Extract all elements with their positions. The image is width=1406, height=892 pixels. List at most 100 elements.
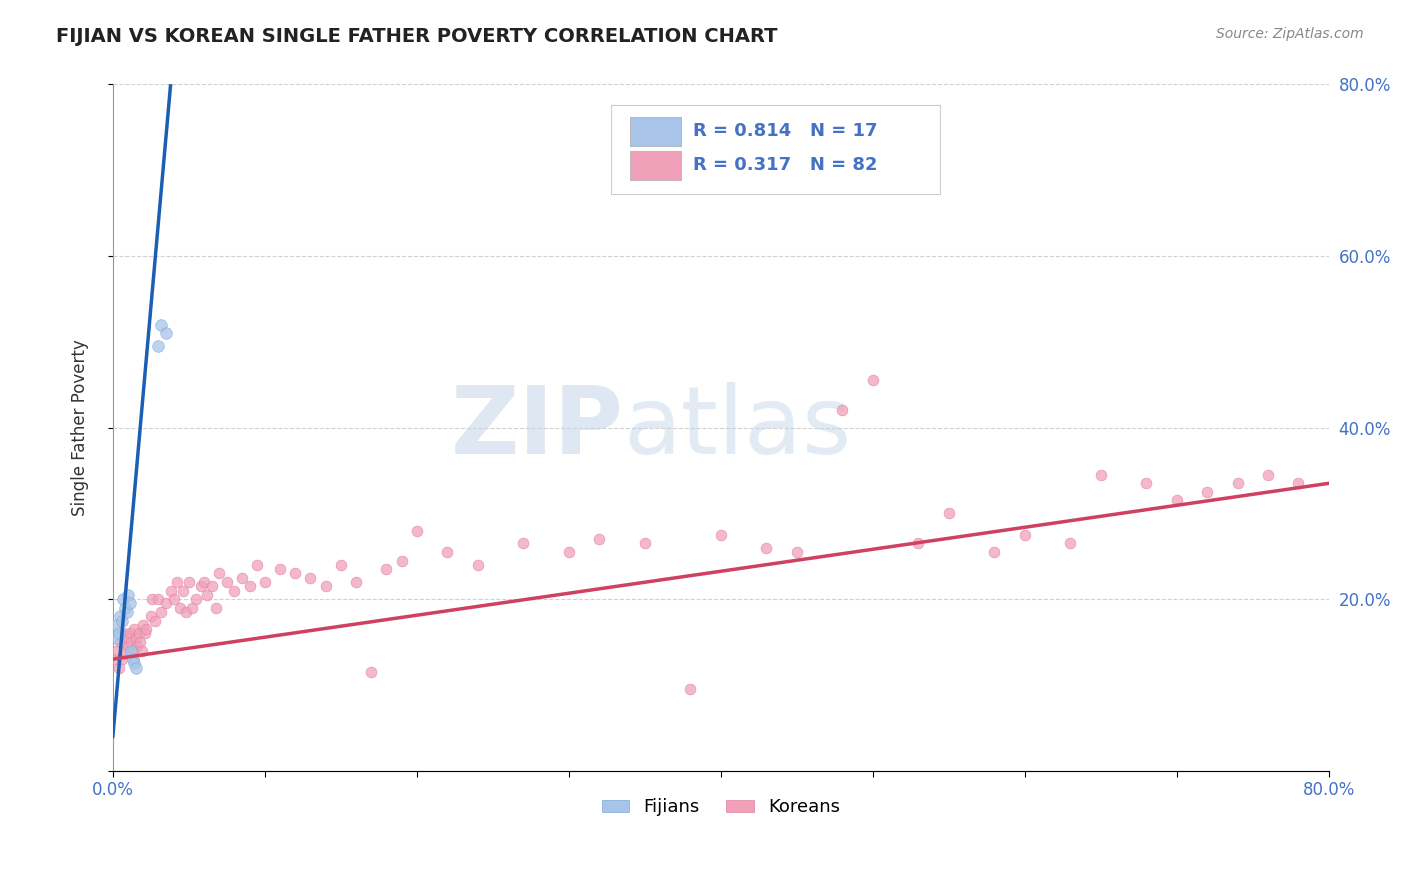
Point <box>172 583 194 598</box>
Point <box>299 571 322 585</box>
Text: FIJIAN VS KOREAN SINGLE FATHER POVERTY CORRELATION CHART: FIJIAN VS KOREAN SINGLE FATHER POVERTY C… <box>56 27 778 45</box>
Point <box>108 661 131 675</box>
Point <box>120 643 142 657</box>
Point <box>360 665 382 679</box>
Point <box>215 574 238 589</box>
Point <box>1226 476 1249 491</box>
Point <box>862 373 884 387</box>
Point <box>127 640 149 654</box>
Point <box>107 631 129 645</box>
Point <box>831 403 853 417</box>
Point <box>104 618 127 632</box>
Point <box>118 626 141 640</box>
Point <box>174 605 197 619</box>
Point <box>1166 493 1188 508</box>
Point <box>344 574 367 589</box>
Point <box>512 536 534 550</box>
Point <box>239 579 262 593</box>
Point <box>391 553 413 567</box>
Point <box>284 566 307 581</box>
Point <box>111 614 134 628</box>
Point <box>131 643 153 657</box>
FancyBboxPatch shape <box>612 105 939 194</box>
Point <box>375 562 398 576</box>
Point <box>1135 476 1157 491</box>
Point <box>110 609 132 624</box>
Point <box>907 536 929 550</box>
Point <box>938 507 960 521</box>
Point <box>467 558 489 572</box>
Point <box>110 635 132 649</box>
Point <box>155 326 177 341</box>
Point <box>141 592 163 607</box>
Point <box>246 558 269 572</box>
Point <box>405 524 427 538</box>
Point <box>112 626 135 640</box>
Point <box>118 596 141 610</box>
Text: R = 0.814   N = 17: R = 0.814 N = 17 <box>693 122 877 140</box>
Point <box>190 579 212 593</box>
Point <box>117 640 139 654</box>
Point <box>588 532 610 546</box>
Point <box>177 574 200 589</box>
Point <box>329 558 352 572</box>
Point <box>1286 476 1309 491</box>
Point <box>107 643 129 657</box>
Point <box>122 657 145 671</box>
Point <box>134 626 156 640</box>
Point <box>193 574 215 589</box>
Text: ZIP: ZIP <box>451 382 623 474</box>
Point <box>132 618 155 632</box>
Point <box>269 562 291 576</box>
Point <box>755 541 778 555</box>
Point <box>129 635 152 649</box>
Point <box>114 600 136 615</box>
Point <box>122 622 145 636</box>
Y-axis label: Single Father Poverty: Single Father Poverty <box>72 339 89 516</box>
Point <box>145 614 167 628</box>
Point <box>124 661 146 675</box>
Point <box>186 592 208 607</box>
Point <box>169 600 191 615</box>
Point <box>115 605 138 619</box>
Point <box>139 609 162 624</box>
Point <box>124 631 146 645</box>
Point <box>155 596 177 610</box>
Point <box>115 631 138 645</box>
Text: R = 0.317   N = 82: R = 0.317 N = 82 <box>693 156 877 175</box>
Point <box>205 600 228 615</box>
Point <box>111 652 134 666</box>
Point <box>710 528 733 542</box>
Point <box>114 643 136 657</box>
Point <box>634 536 657 550</box>
Point <box>121 652 143 666</box>
Point <box>112 592 135 607</box>
Point <box>224 583 246 598</box>
Legend: Fijians, Koreans: Fijians, Koreans <box>595 791 848 823</box>
Point <box>104 652 127 666</box>
FancyBboxPatch shape <box>630 117 681 145</box>
Point <box>120 635 142 649</box>
Point <box>108 626 131 640</box>
Point <box>150 318 173 332</box>
Point <box>1014 528 1036 542</box>
Point <box>195 588 218 602</box>
Point <box>231 571 253 585</box>
Point <box>135 622 157 636</box>
Point <box>436 545 458 559</box>
Point <box>1197 484 1219 499</box>
Point <box>1257 467 1279 482</box>
Point <box>253 574 276 589</box>
Point <box>201 579 224 593</box>
Point <box>786 545 808 559</box>
Point <box>679 682 702 697</box>
Text: Source: ZipAtlas.com: Source: ZipAtlas.com <box>1216 27 1364 41</box>
FancyBboxPatch shape <box>630 151 681 180</box>
Point <box>166 574 188 589</box>
Point <box>150 605 173 619</box>
Point <box>1059 536 1081 550</box>
Point <box>121 643 143 657</box>
Point <box>159 583 181 598</box>
Point <box>208 566 231 581</box>
Point <box>315 579 337 593</box>
